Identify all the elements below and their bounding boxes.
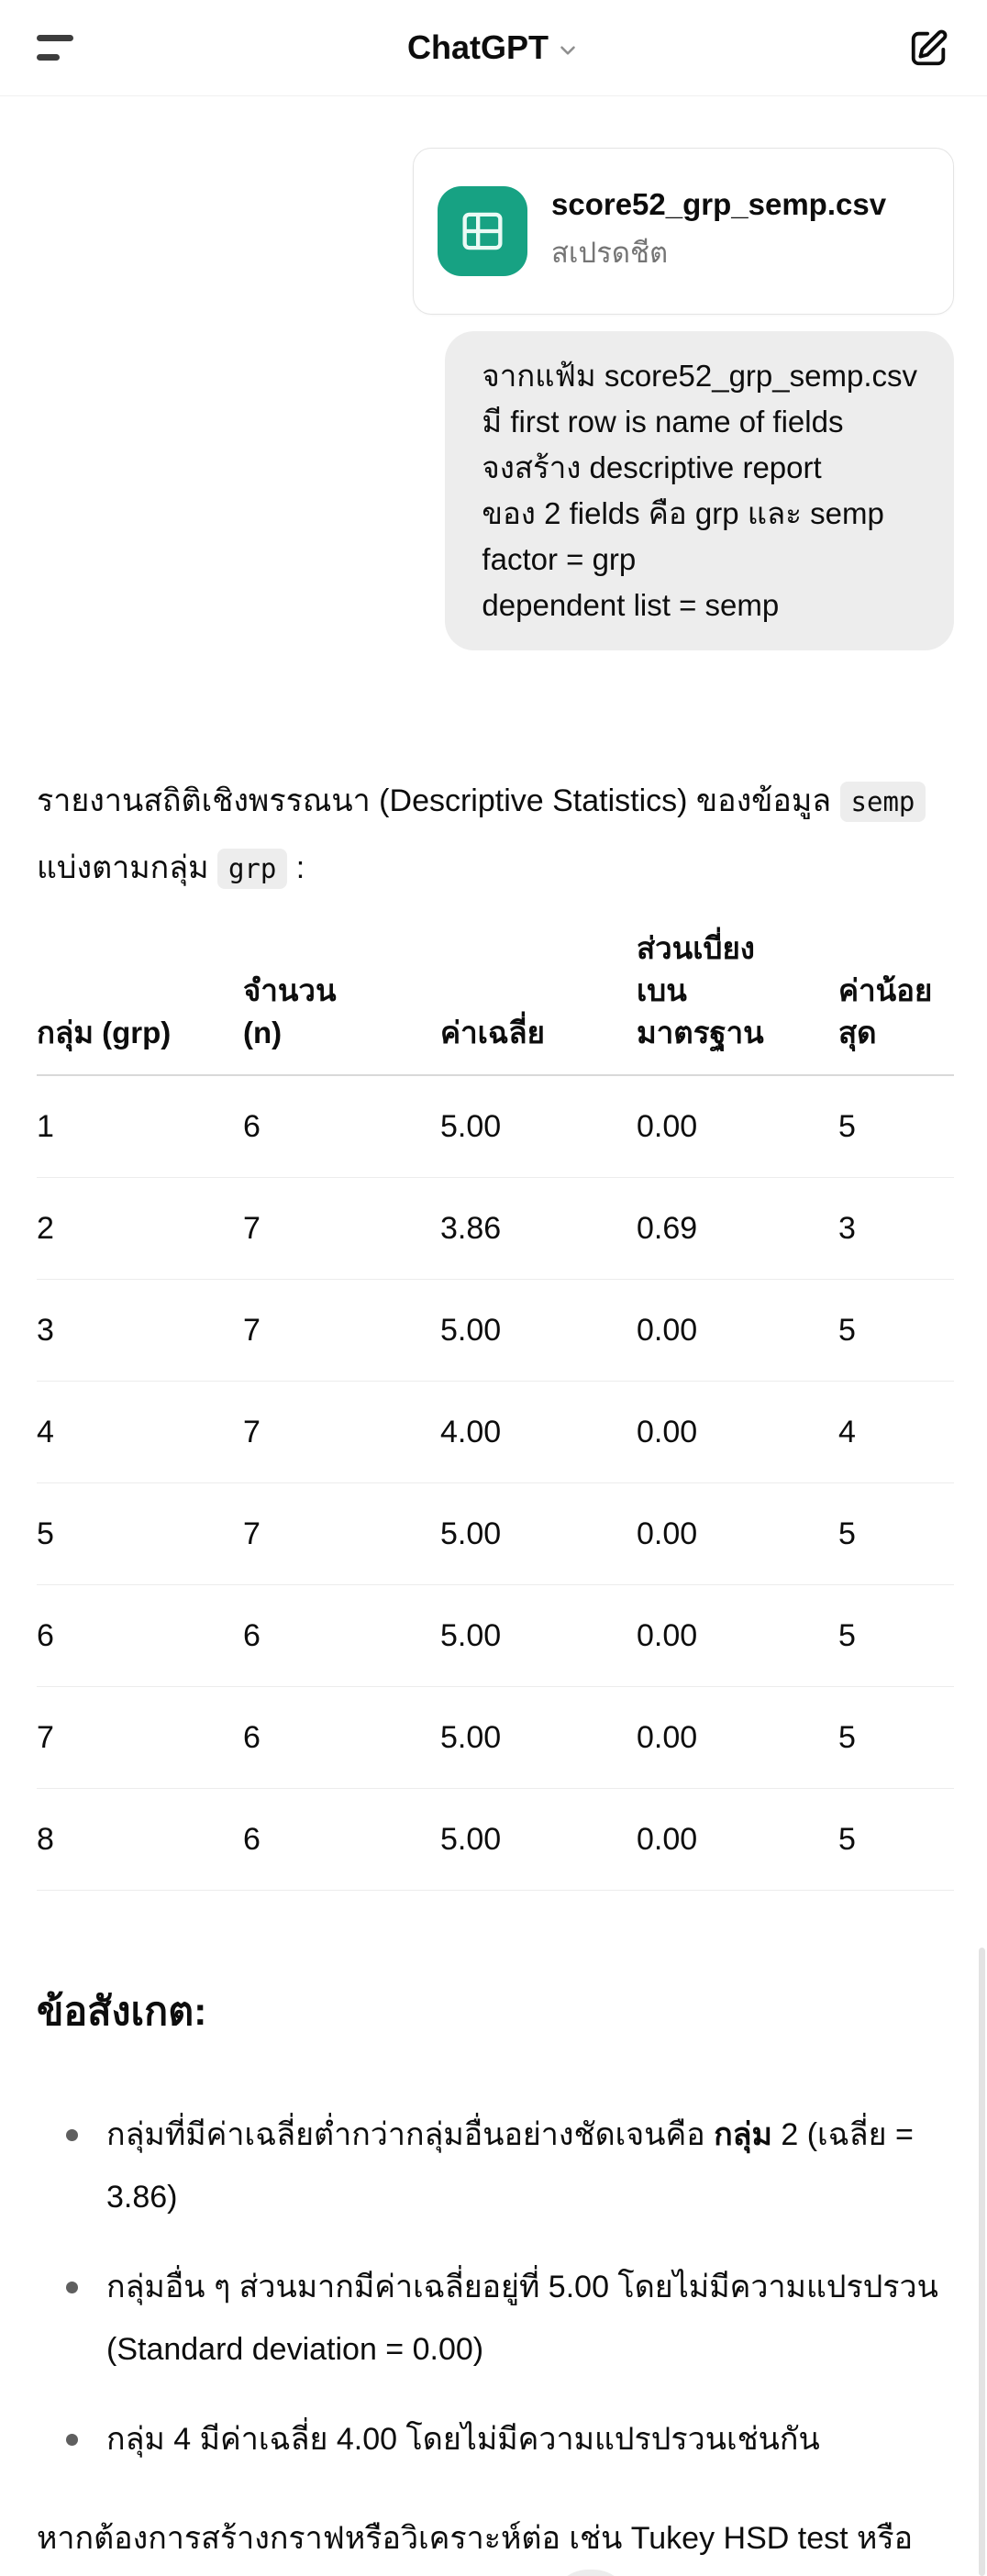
assistant-message: รายงานสถิติเชิงพรรณนา (Descriptive Stati… (37, 768, 954, 2576)
model-switcher[interactable]: ChatGPT (407, 28, 580, 67)
table-cell: 5 (838, 1788, 954, 1891)
closing-text: หากต้องการสร้างกราฟหรือวิเคราะห์ต่อ เช่น… (37, 2521, 914, 2556)
table-cell: 7 (243, 1279, 440, 1382)
list-item: กลุ่ม 4 มีค่าเฉลี่ย 4.00 โดยไม่มีความแปร… (66, 2408, 954, 2471)
table-cell: 2 (37, 1177, 243, 1280)
bullet1-text: กลุ่มที่มีค่าเฉลี่ยต่ำกว่ากลุ่มอื่นอย่าง… (106, 2117, 715, 2152)
table-cell: 5.00 (440, 1788, 637, 1891)
inline-code-grp: grp (216, 849, 288, 889)
table-cell: 5 (838, 1279, 954, 1382)
table-row: 3 7 5.00 0.00 5 (37, 1279, 954, 1382)
table-cell: 0.00 (637, 1686, 838, 1789)
page-scrollbar[interactable] (979, 1948, 985, 2576)
table-row: 1 6 5.00 0.00 5 (37, 1075, 954, 1178)
table-cell: 0.00 (637, 1075, 838, 1178)
table-cell: 0.69 (637, 1177, 838, 1280)
app-title: ChatGPT (406, 28, 549, 66)
table-cell: 6 (243, 1686, 440, 1789)
table-row: 5 7 5.00 0.00 5 (37, 1482, 954, 1585)
sidebar-menu-icon[interactable] (37, 28, 77, 68)
attachment-card[interactable]: score52_grp_semp.csv สเปรดชีต (413, 148, 954, 315)
new-chat-compose-icon[interactable] (908, 27, 950, 69)
intro-text-1: รายงานสถิติเชิงพรรณนา (Descriptive Stati… (37, 783, 840, 818)
menu-bar-top (37, 35, 73, 41)
table-cell: 6 (243, 1584, 440, 1687)
intro-text-3: : (287, 850, 305, 885)
list-item: กลุ่มที่มีค่าเฉลี่ยต่ำกว่ากลุ่มอื่นอย่าง… (66, 2104, 954, 2228)
table-header-row: กลุ่ม (grp) จำนวน (n) ค่าเฉลี่ย ส่วนเบี่… (37, 927, 954, 1076)
table-cell: 4 (838, 1381, 954, 1483)
table-cell: 5.00 (440, 1482, 637, 1585)
table-row: 4 7 4.00 0.00 4 (37, 1381, 954, 1483)
observations-list: กลุ่มที่มีค่าเฉลี่ยต่ำกว่ากลุ่มอื่นอย่าง… (37, 2104, 954, 2471)
table-cell: 8 (37, 1788, 243, 1891)
table-cell: 4 (37, 1381, 243, 1483)
table-row: 8 6 5.00 0.00 5 (37, 1788, 954, 1891)
table-cell: 6 (37, 1584, 243, 1687)
closing-paragraph: หากต้องการสร้างกราฟหรือวิเคราะห์ต่อ เช่น… (37, 2507, 954, 2576)
table-cell: 0.00 (637, 1482, 838, 1585)
table-cell: 4.00 (440, 1381, 637, 1483)
table-cell: 5.00 (440, 1584, 637, 1687)
table-cell: 0.00 (637, 1279, 838, 1382)
table-cell: 3 (838, 1177, 954, 1280)
table-cell: 3.86 (440, 1177, 637, 1280)
spreadsheet-icon (438, 186, 527, 276)
bullet2-text: กลุ่มอื่น ๆ ส่วนมากมีค่าเฉลี่ยอยู่ที่ 5.… (106, 2270, 938, 2367)
intro-text-2: แบ่งตามกลุ่ม (37, 850, 217, 885)
list-item: กลุ่มอื่น ๆ ส่วนมากมีค่าเฉลี่ยอยู่ที่ 5.… (66, 2256, 954, 2381)
table-cell: 6 (243, 1788, 440, 1891)
chevron-down-icon (560, 46, 575, 55)
table-cell: 3 (37, 1279, 243, 1382)
attachment-filename: score52_grp_semp.csv (551, 187, 887, 221)
descriptive-stats-table: กลุ่ม (grp) จำนวน (n) ค่าเฉลี่ย ส่วนเบี่… (37, 927, 954, 1891)
col-header-sd: ส่วนเบี่ยง เบน มาตรฐาน (637, 927, 838, 1076)
app-header: ChatGPT (0, 0, 987, 96)
bullet3-text: กลุ่ม 4 มีค่าเฉลี่ย 4.00 โดยไม่มีความแปร… (106, 2422, 820, 2457)
table-cell: 5.00 (440, 1075, 637, 1178)
table-cell: 6 (243, 1075, 440, 1178)
table-cell: 5 (838, 1482, 954, 1585)
table-cell: 1 (37, 1075, 243, 1178)
table-cell: 7 (37, 1686, 243, 1789)
table-cell: 0.00 (637, 1381, 838, 1483)
col-header-mean: ค่าเฉลี่ย (440, 927, 637, 1076)
table-cell: 5 (838, 1686, 954, 1789)
view-analysis-code-badge[interactable]: </> (551, 2570, 631, 2576)
report-intro: รายงานสถิติเชิงพรรณนา (Descriptive Stati… (37, 768, 954, 902)
menu-bar-bottom (37, 54, 60, 61)
user-message-bubble: จากแฟ้ม score52_grp_semp.csv มี first ro… (445, 331, 954, 650)
inline-code-semp: semp (839, 782, 926, 822)
bullet1-bold: กลุ่ม (714, 2117, 772, 2152)
table-cell: 0.00 (637, 1584, 838, 1687)
table-cell: 5.00 (440, 1279, 637, 1382)
observations-heading: ข้อสังเกต: (37, 1990, 207, 2034)
table-cell: 5 (838, 1075, 954, 1178)
table-cell: 0.00 (637, 1788, 838, 1891)
table-cell: 7 (243, 1381, 440, 1483)
table-cell: 5 (37, 1482, 243, 1585)
col-header-n: จำนวน (n) (243, 927, 440, 1076)
table-row: 6 6 5.00 0.00 5 (37, 1584, 954, 1687)
table-cell: 5.00 (440, 1686, 637, 1789)
col-header-group: กลุ่ม (grp) (37, 927, 243, 1076)
table-row: 2 7 3.86 0.69 3 (37, 1177, 954, 1280)
col-header-min: ค่าน้อย สุด (838, 927, 954, 1076)
attachment-type-label: สเปรดชีต (551, 237, 669, 269)
table-cell: 7 (243, 1482, 440, 1585)
table-cell: 7 (243, 1177, 440, 1280)
table-cell: 5 (838, 1584, 954, 1687)
bullet1-text-2: 2 (เฉลี่ย = 3.86) (106, 2117, 914, 2215)
table-row: 7 6 5.00 0.00 5 (37, 1686, 954, 1789)
